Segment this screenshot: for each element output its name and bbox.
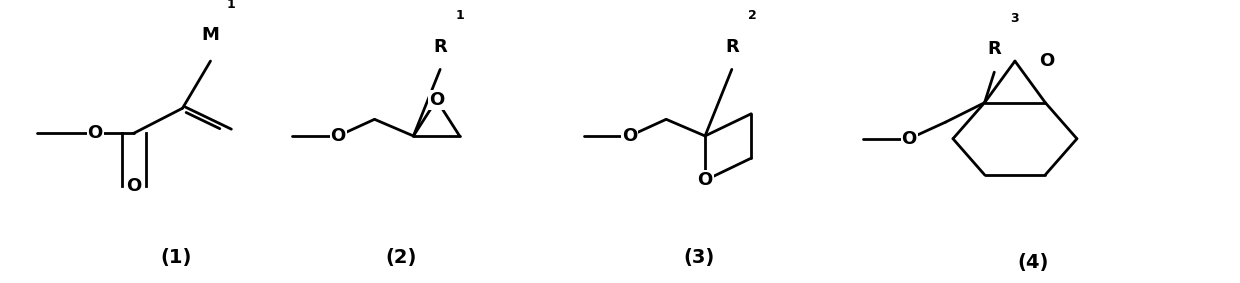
Text: R: R xyxy=(987,40,1001,58)
Text: 3: 3 xyxy=(1011,12,1019,25)
Text: (2): (2) xyxy=(386,248,417,267)
Text: O: O xyxy=(330,127,346,145)
Text: 2: 2 xyxy=(748,9,756,22)
Text: O: O xyxy=(429,91,444,109)
Text: 1: 1 xyxy=(456,9,465,22)
Text: (4): (4) xyxy=(1018,253,1049,272)
Text: (3): (3) xyxy=(683,248,714,267)
Text: O: O xyxy=(622,127,637,145)
Text: R: R xyxy=(433,38,448,55)
Text: O: O xyxy=(126,177,141,195)
Text: 1: 1 xyxy=(226,0,236,11)
Text: M: M xyxy=(202,26,219,44)
Text: R: R xyxy=(725,38,739,55)
Text: (1): (1) xyxy=(161,248,192,267)
Text: O: O xyxy=(87,124,103,142)
Text: O: O xyxy=(901,130,916,148)
Text: O: O xyxy=(697,171,713,189)
Text: O: O xyxy=(1039,52,1054,70)
